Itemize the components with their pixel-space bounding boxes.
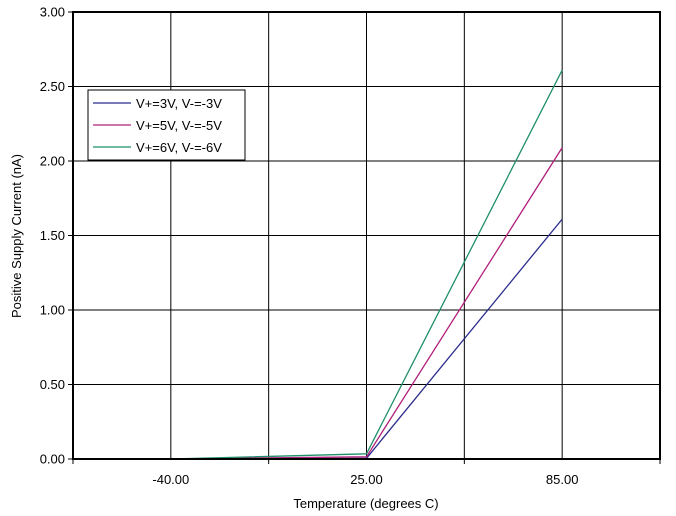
- y-tick-label: 0.50: [40, 377, 65, 392]
- series-line-3: [170, 69, 563, 460]
- legend-label: V+=5V, V-=-5V: [136, 118, 222, 133]
- horizontal-gridlines: [73, 86, 660, 385]
- legend-label: V+=3V, V-=-3V: [136, 96, 222, 111]
- legend-label: V+=6V, V-=-6V: [136, 140, 222, 155]
- y-tick-label: 0.00: [40, 452, 65, 467]
- y-tick-labels: 0.00 0.50 1.00 1.50 2.00 2.50 3.00: [40, 5, 73, 467]
- y-axis-title: Positive Supply Current (nA): [9, 154, 24, 318]
- y-tick-label: 1.50: [40, 228, 65, 243]
- x-tick-label: -40.00: [152, 472, 189, 487]
- y-tick-label: 2.00: [40, 154, 65, 169]
- y-tick-label: 1.00: [40, 303, 65, 318]
- y-tick-label: 2.50: [40, 79, 65, 94]
- y-tick-label: 3.00: [40, 5, 65, 20]
- x-tick-labels: -40.00 25.00 85.00: [72, 459, 661, 487]
- legend: V+=3V, V-=-3V V+=5V, V-=-5V V+=6V, V-=-6V: [87, 89, 246, 161]
- x-axis-title: Temperature (degrees C): [293, 496, 438, 511]
- x-tick-label: 85.00: [546, 472, 579, 487]
- x-tick-label: 25.00: [350, 472, 383, 487]
